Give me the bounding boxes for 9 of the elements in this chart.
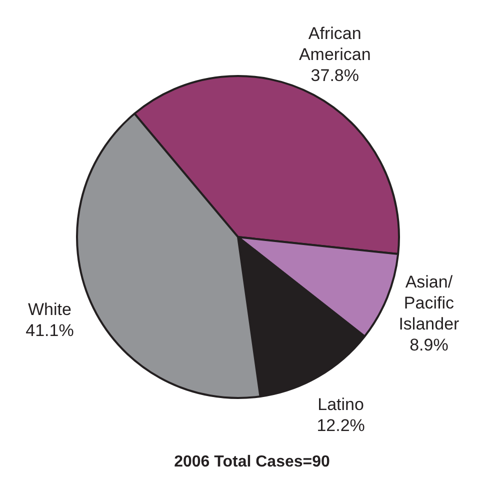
slice-label: African American — [298, 24, 371, 64]
slice-label: Latino — [318, 394, 364, 414]
slice-label: White — [28, 300, 72, 319]
data-label: 12.2% — [316, 416, 365, 435]
data-label: 37.8% — [310, 66, 359, 85]
data-label: 41.1% — [26, 320, 74, 340]
text: 2006 Total Cases=90 — [174, 453, 330, 470]
data-label: 8.9% — [410, 336, 448, 355]
slice-label: Asian/Pacific Islander — [398, 272, 460, 334]
